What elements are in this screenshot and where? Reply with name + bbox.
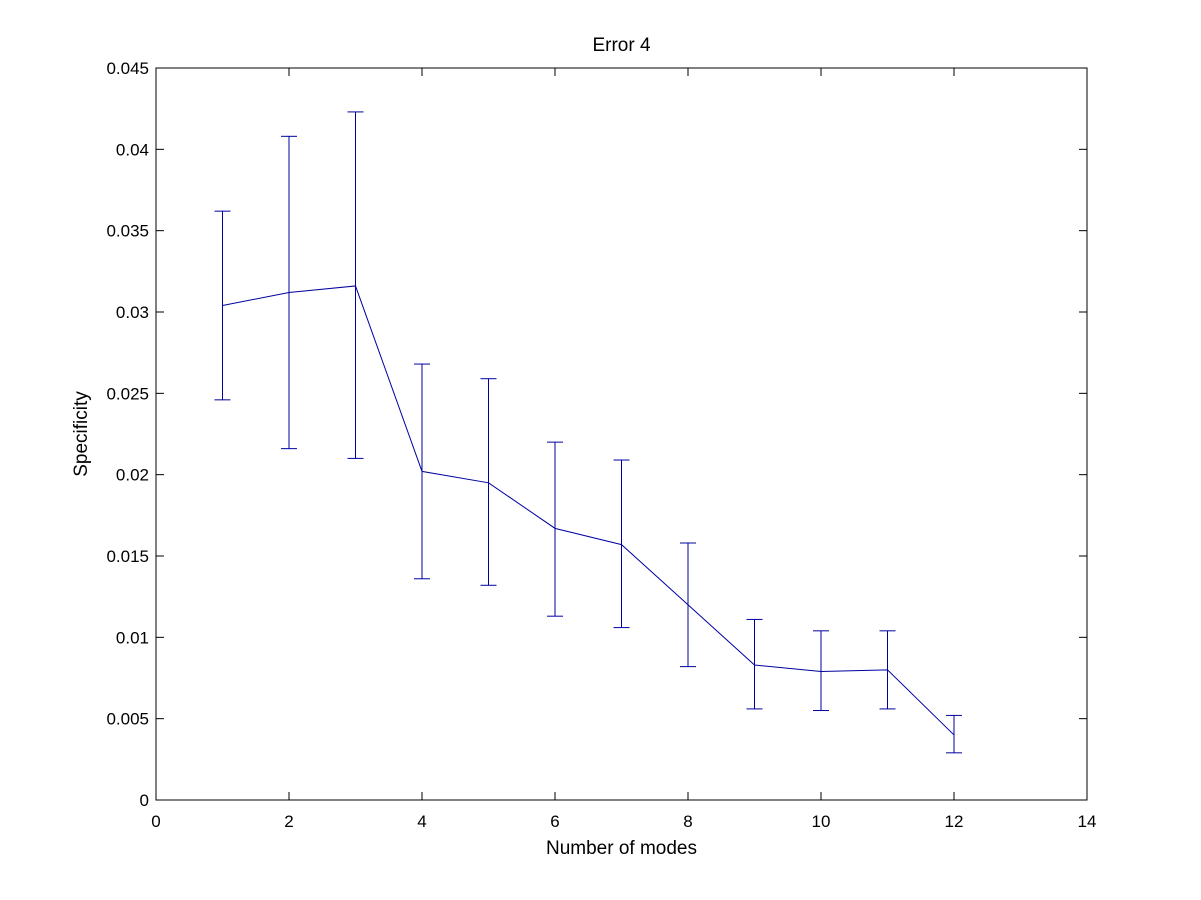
x-tick-label: 4	[417, 812, 426, 831]
y-tick-label: 0.01	[116, 628, 149, 647]
x-tick-label: 12	[945, 812, 964, 831]
x-tick-label: 2	[284, 812, 293, 831]
x-tick-label: 0	[151, 812, 160, 831]
x-tick-label: 14	[1078, 812, 1097, 831]
x-tick-label: 6	[550, 812, 559, 831]
series-line	[222, 285, 955, 736]
y-axis-label: Specificity	[71, 391, 92, 477]
y-tick-label: 0.015	[106, 547, 149, 566]
y-tick-label: 0.045	[106, 59, 149, 78]
y-tick-label: 0	[140, 791, 149, 810]
y-tick-label: 0.035	[106, 222, 149, 241]
y-tick-label: 0.03	[116, 303, 149, 322]
x-tick-label: 10	[812, 812, 831, 831]
y-tick-label: 0.02	[116, 466, 149, 485]
x-tick-label: 8	[683, 812, 692, 831]
axis-ticks: 0 2 4 6 8 10 12 14 0 0.005 0.01 0.015 0.02 0.025 0.03 0…	[106, 59, 1096, 831]
y-tick-label: 0.04	[116, 140, 149, 159]
data-layer	[214, 111, 962, 754]
chart-title: Error 4	[592, 35, 651, 56]
y-tick-label: 0.025	[106, 384, 149, 403]
y-tick-label: 0.005	[106, 710, 149, 729]
x-axis-label: Number of modes	[546, 838, 697, 859]
plot-area	[155, 67, 1088, 801]
